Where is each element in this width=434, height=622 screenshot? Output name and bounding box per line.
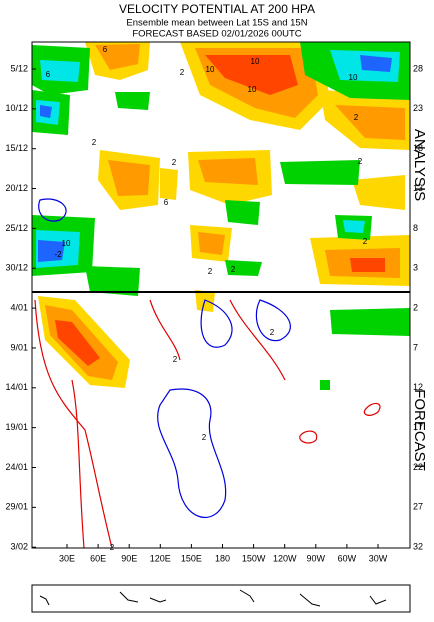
contour-label: 2 bbox=[110, 543, 115, 552]
x-tick-label: 120E bbox=[150, 553, 171, 563]
contour-label: 10 bbox=[251, 57, 260, 66]
y-tick-label: 25/12 bbox=[5, 223, 28, 233]
contour-label: -2 bbox=[54, 250, 62, 259]
y-tick-label: 10/12 bbox=[5, 103, 28, 113]
right-tick-label: 12 bbox=[413, 382, 423, 392]
contour-label: 10 bbox=[349, 73, 358, 82]
contour-label: 2 bbox=[354, 113, 359, 122]
right-tick-label: 7 bbox=[413, 342, 418, 352]
right-tick-label: 32 bbox=[413, 542, 423, 552]
contour-label: 2 bbox=[270, 328, 275, 337]
y-tick-label: 4/01 bbox=[10, 302, 28, 312]
right-tick-label: 23 bbox=[413, 103, 423, 113]
subtitle: FORECAST BASED 02/01/2026 00UTC bbox=[132, 29, 301, 40]
y-tick-label: 19/01 bbox=[5, 422, 28, 432]
contour-label: 6 bbox=[164, 198, 169, 207]
right-tick-label: 3 bbox=[413, 263, 418, 273]
contour-label: 6 bbox=[46, 70, 51, 79]
x-tick-label: 180 bbox=[215, 553, 230, 563]
plot-frame bbox=[31, 41, 411, 549]
x-tick-label: 60W bbox=[338, 553, 357, 563]
chart-title: VELOCITY POTENTIAL AT 200 HPA bbox=[119, 2, 315, 16]
right-tick-label: 27 bbox=[413, 502, 423, 512]
right-tick-label: 28 bbox=[413, 63, 423, 73]
y-tick-label: 14/01 bbox=[5, 382, 28, 392]
x-tick-label: 150W bbox=[242, 553, 266, 563]
x-tick-label: 90W bbox=[307, 553, 326, 563]
contour-label: 10 bbox=[248, 85, 257, 94]
x-tick-label: 60E bbox=[90, 553, 106, 563]
y-tick-label: 30/12 bbox=[5, 263, 28, 273]
y-tick-label: 24/01 bbox=[5, 462, 28, 472]
x-tick-label: 120W bbox=[273, 553, 297, 563]
contour-label: 2 bbox=[180, 68, 185, 77]
contour-label: 10 bbox=[206, 65, 215, 74]
contour-label: 6 bbox=[103, 45, 108, 54]
right-tick-label: 22 bbox=[413, 462, 423, 472]
x-tick-label: 30W bbox=[369, 553, 388, 563]
contour-field bbox=[32, 42, 410, 549]
right-tick-label: 17 bbox=[413, 422, 423, 432]
y-tick-label: 9/01 bbox=[10, 342, 28, 352]
right-tick-label: 8 bbox=[413, 223, 418, 233]
y-tick-label: 5/12 bbox=[10, 63, 28, 73]
x-tick-label: 30E bbox=[59, 553, 75, 563]
world-map bbox=[31, 584, 411, 613]
y-tick-label: 20/12 bbox=[5, 183, 28, 193]
contour-label: 10 bbox=[62, 239, 71, 248]
contour-label: 2 bbox=[173, 355, 178, 364]
contour-label: 2 bbox=[363, 237, 368, 246]
contour-label: 2 bbox=[231, 265, 236, 274]
contour-label: 2 bbox=[172, 158, 177, 167]
right-tick-label: 18 bbox=[413, 143, 423, 153]
contour-label: 2 bbox=[358, 157, 363, 166]
y-tick-label: 3/02 bbox=[10, 542, 28, 552]
y-tick-label: 29/01 bbox=[5, 502, 28, 512]
x-tick-label: 90E bbox=[121, 553, 137, 563]
side-label: ANALYSIS bbox=[411, 129, 428, 201]
subtitle: Ensemble mean between Lat 15S and 15N bbox=[126, 18, 307, 29]
right-tick-label: 13 bbox=[413, 183, 423, 193]
x-tick-label: 150E bbox=[181, 553, 202, 563]
y-tick-label: 15/12 bbox=[5, 143, 28, 153]
right-tick-label: 2 bbox=[413, 302, 418, 312]
contour-label: 2 bbox=[202, 433, 207, 442]
contour-label: 2 bbox=[92, 138, 97, 147]
side-label: FORECAST bbox=[411, 389, 428, 471]
contour-label: 2 bbox=[208, 267, 213, 276]
